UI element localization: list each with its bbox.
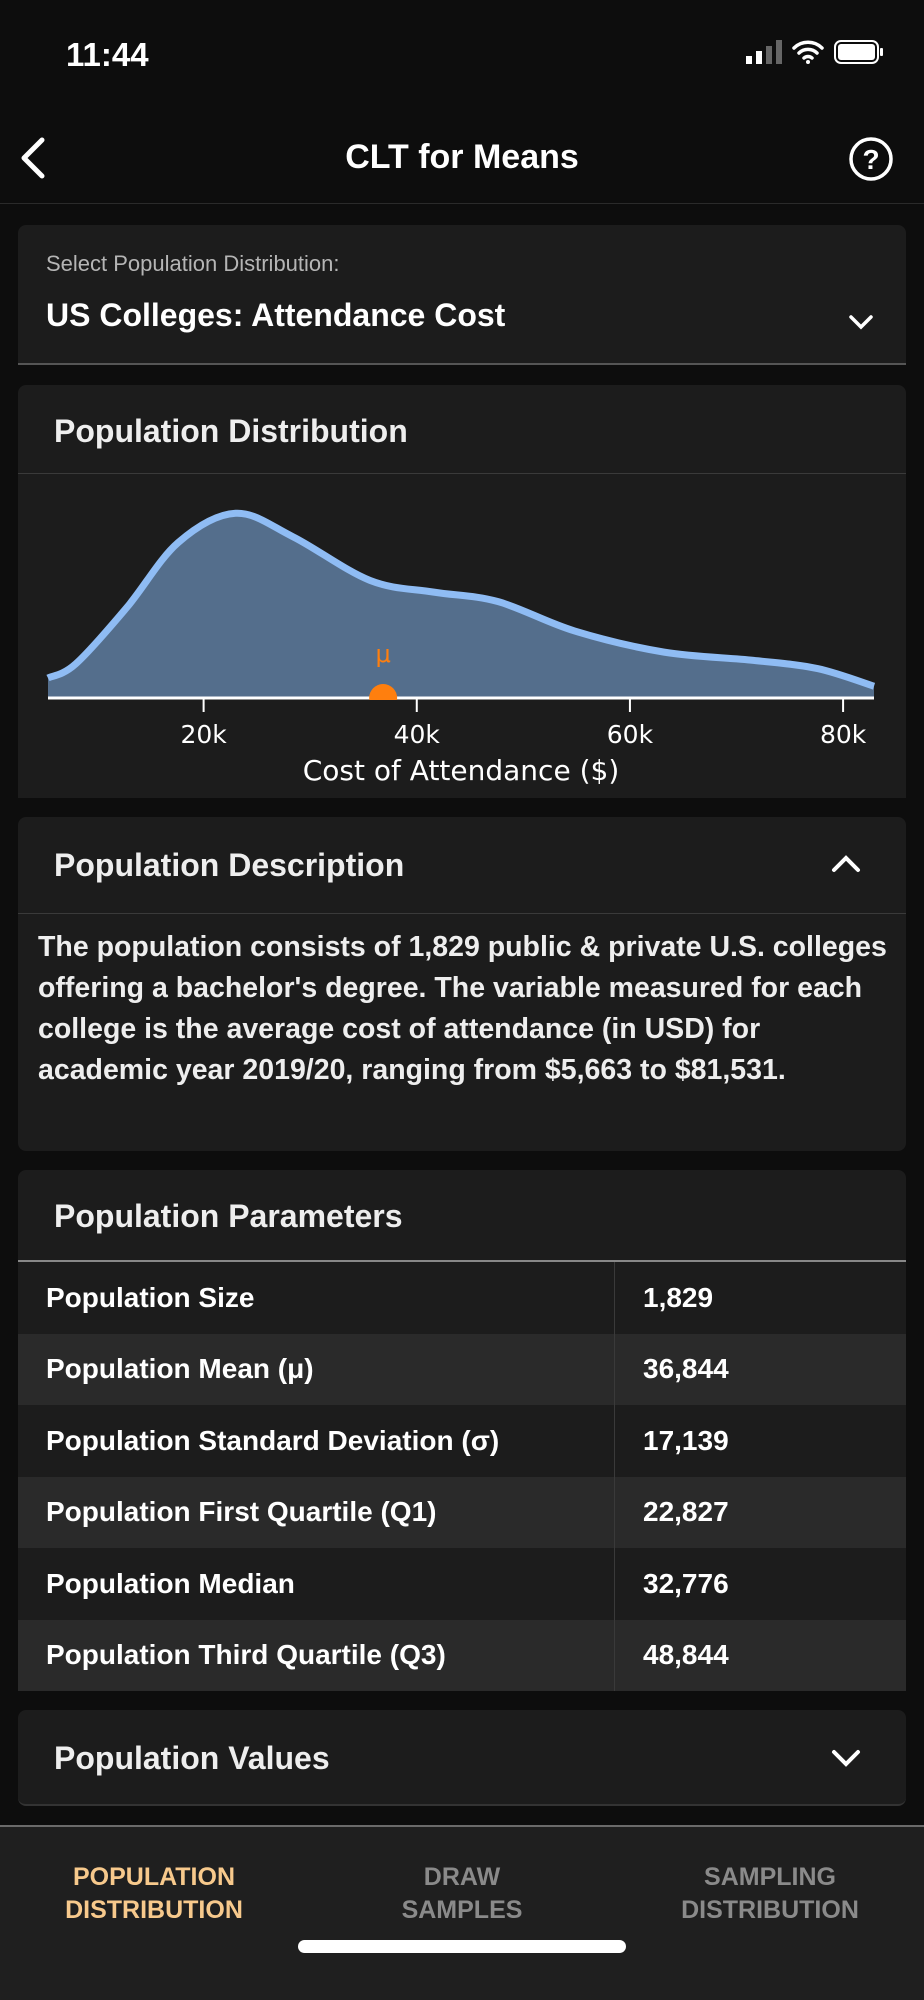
tab-draw-samples[interactable]: DRAW SAMPLES (308, 1861, 616, 1927)
parameter-row: Population Median 32,776 (18, 1548, 906, 1620)
parameter-label: Population Median (18, 1548, 615, 1620)
selector-label: Select Population Distribution: (46, 251, 340, 276)
parameter-row: Population Mean (μ) 36,844 (18, 1333, 906, 1405)
chevron-up-icon[interactable] (830, 854, 862, 874)
tab-label: SAMPLING (704, 1863, 836, 1891)
parameter-label: Population Standard Deviation (σ) (18, 1405, 615, 1477)
tab-population-distribution[interactable]: POPULATION DISTRIBUTION (0, 1861, 308, 1927)
parameter-value: 36,844 (643, 1353, 729, 1385)
x-tick-label: 20k (180, 720, 227, 749)
parameter-value: 22,827 (643, 1496, 729, 1528)
parameters-card: Population Parameters Population Size 1,8… (18, 1170, 906, 1691)
parameter-label: Population Mean (μ) (18, 1333, 615, 1405)
tab-bar: POPULATION DISTRIBUTION DRAW SAMPLES SAMPL… (0, 1825, 924, 2000)
status-icons (746, 40, 884, 64)
description-card: Population Description The population co… (18, 817, 906, 1151)
parameter-label: Population Third Quartile (Q3) (18, 1619, 615, 1691)
tab-label: DISTRIBUTION (65, 1896, 243, 1924)
battery-icon (834, 40, 883, 64)
page-title: CLT for Means (345, 138, 579, 176)
parameter-value: 1,829 (643, 1281, 714, 1313)
mean-label: μ (375, 640, 390, 668)
density-area (48, 513, 874, 698)
nav-bar (0, 110, 924, 204)
parameter-label: Population First Quartile (Q1) (18, 1476, 615, 1548)
status-time: 11:44 (66, 36, 149, 73)
parameter-value: 32,776 (643, 1567, 729, 1599)
population-selector[interactable]: Select Population Distribution: US Colle… (18, 225, 906, 365)
x-tick-label: 60k (607, 720, 654, 749)
selector-value[interactable]: US Colleges: Attendance Cost (46, 297, 506, 333)
help-icon[interactable]: ? (848, 136, 894, 182)
parameter-value: 17,139 (643, 1424, 729, 1456)
chevron-down-icon[interactable] (830, 1748, 862, 1768)
density-curve (46, 509, 876, 690)
chevron-down-icon[interactable] (848, 313, 874, 331)
tab-label: DISTRIBUTION (681, 1896, 859, 1924)
tab-label: SAMPLES (401, 1896, 523, 1924)
wifi-icon (792, 40, 824, 64)
divider (18, 913, 906, 914)
tab-label: DRAW (423, 1863, 501, 1891)
back-chevron-icon[interactable] (18, 136, 48, 180)
distribution-title: Population Distribution (54, 413, 408, 449)
values-title[interactable]: Population Values (54, 1740, 330, 1776)
x-tick-label: 40k (394, 720, 441, 749)
values-card[interactable]: Population Values (18, 1710, 906, 1806)
signal-icon (746, 40, 782, 64)
parameter-row: Population Standard Deviation (σ) 17,139 (18, 1405, 906, 1477)
x-tick-label: 80k (820, 720, 867, 749)
parameter-label: Population Size (18, 1262, 615, 1334)
divider (18, 473, 906, 474)
parameter-row: Population First Quartile (Q1) 22,827 (18, 1476, 906, 1548)
parameter-row: Population Size 1,829 (18, 1262, 906, 1334)
home-indicator (298, 1940, 626, 1953)
description-text: The population consists of 1,829 public … (38, 931, 887, 1086)
tab-sampling-distribution[interactable]: SAMPLING DISTRIBUTION (616, 1861, 924, 1927)
svg-text:?: ? (862, 144, 879, 175)
description-title[interactable]: Population Description (54, 847, 405, 883)
density-chart: μ 20k 40k 60k 80k Cost of Attendance ($) (18, 509, 906, 798)
x-axis-label: Cost of Attendance ($) (303, 754, 620, 787)
distribution-card: Population Distribution μ 20k 40k 60k 80k C… (18, 385, 906, 798)
divider (18, 1260, 906, 1262)
parameters-title: Population Parameters (54, 1198, 403, 1234)
tab-label: POPULATION (72, 1863, 236, 1891)
parameter-row: Population Third Quartile (Q3) 48,844 (18, 1619, 906, 1691)
parameter-value: 48,844 (643, 1639, 729, 1671)
